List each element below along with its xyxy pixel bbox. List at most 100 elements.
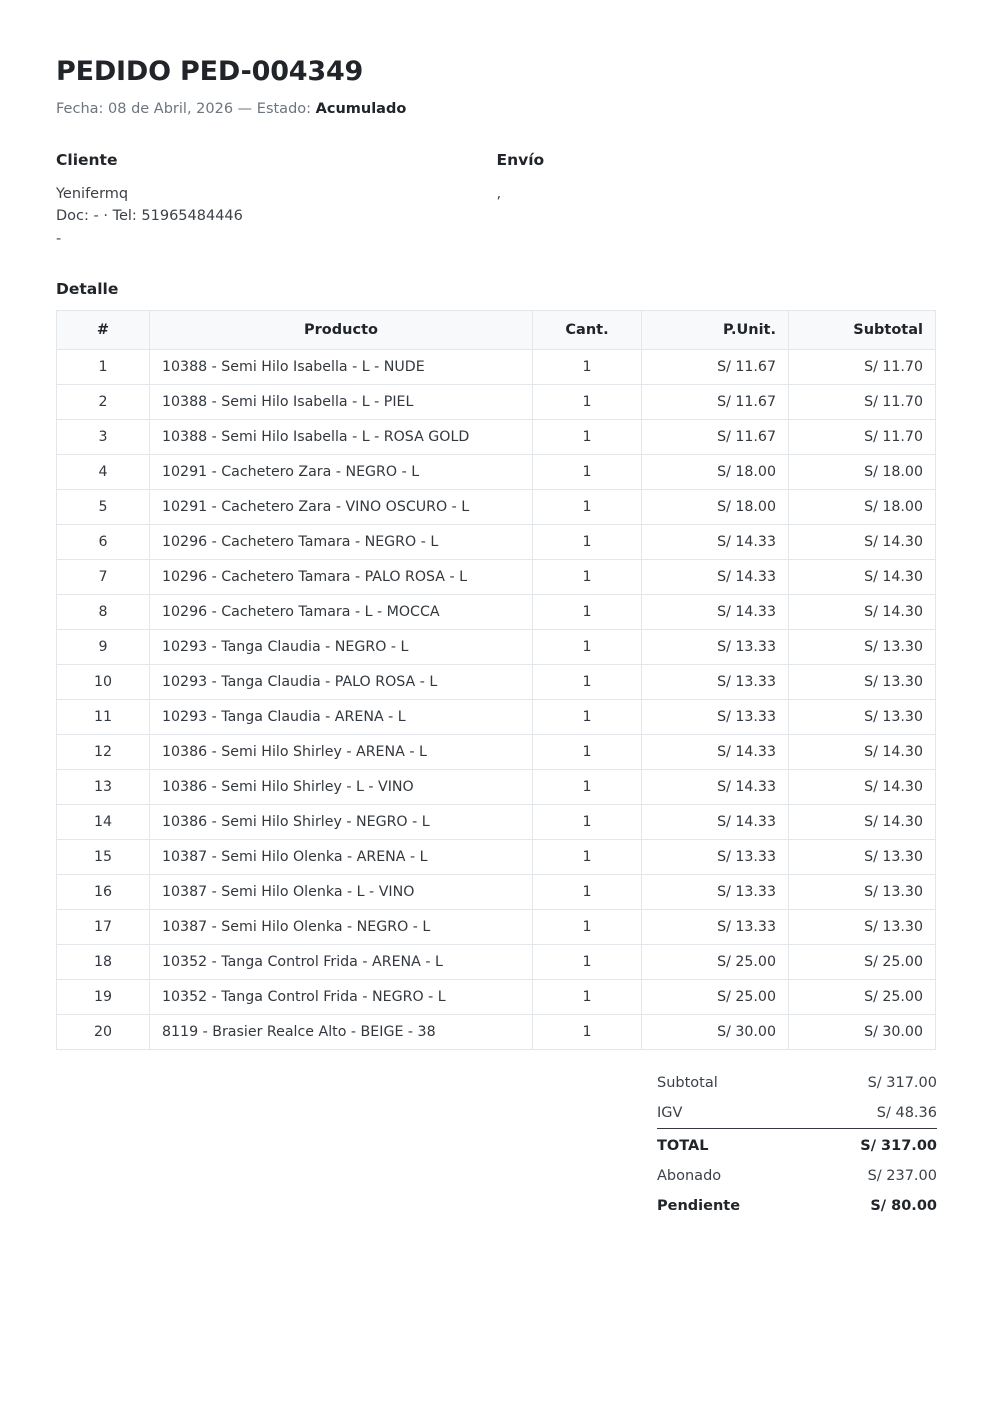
cell-index: 12 <box>56 734 150 771</box>
cell-cantidad: 1 <box>532 909 642 946</box>
cell-producto: 10352 - Tanga Control Frida - NEGRO - L <box>149 979 533 1016</box>
cell-index: 6 <box>56 524 150 561</box>
cell-producto: 10291 - Cachetero Zara - NEGRO - L <box>149 454 533 491</box>
cell-cantidad: 1 <box>532 804 642 841</box>
table-row: 7 10296 - Cachetero Tamara - PALO ROSA - … <box>56 559 936 596</box>
cell-subtotal: S/ 13.30 <box>788 874 936 911</box>
cell-producto: 10293 - Tanga Claudia - PALO ROSA - L <box>149 664 533 701</box>
cell-index: 10 <box>56 664 150 701</box>
table-row: 9 10293 - Tanga Claudia - NEGRO - L 1 S/ 13… <box>56 629 936 666</box>
cell-index: 16 <box>56 874 150 911</box>
cell-subtotal: S/ 25.00 <box>788 944 936 981</box>
table-row: 3 10388 - Semi Hilo Isabella - L - ROSA G… <box>56 419 936 456</box>
cell-subtotal: S/ 14.30 <box>788 524 936 561</box>
totals-row-igv: IGV S/ 48.36 <box>657 1098 937 1129</box>
column-header-cantidad: Cant. <box>532 310 642 351</box>
igv-label: IGV <box>657 1105 683 1122</box>
cell-subtotal: S/ 13.30 <box>788 629 936 666</box>
party-info: Cliente Yenifermq Doc: - · Tel: 51965484… <box>56 151 937 250</box>
cell-cantidad: 1 <box>532 839 642 876</box>
totals-row-subtotal: Subtotal S/ 317.00 <box>657 1068 937 1098</box>
total-label: TOTAL <box>657 1128 824 1162</box>
cell-subtotal: S/ 30.00 <box>788 1014 936 1051</box>
cell-punit: S/ 11.67 <box>641 349 789 386</box>
cell-cantidad: 1 <box>532 979 642 1016</box>
cell-cantidad: 1 <box>532 384 642 421</box>
cell-subtotal: S/ 14.30 <box>788 594 936 631</box>
column-header-punit: P.Unit. <box>641 310 789 351</box>
cliente-heading: Cliente <box>56 151 118 169</box>
pendiente-value: S/ 80.00 <box>870 1198 937 1215</box>
totals-row-total: TOTAL S/ 317.00 <box>657 1128 937 1162</box>
cell-punit: S/ 14.33 <box>641 804 789 841</box>
envio-address: , <box>496 186 502 202</box>
cell-cantidad: 1 <box>532 1014 642 1051</box>
cell-punit: S/ 13.33 <box>641 874 789 911</box>
cell-producto: 10352 - Tanga Control Frida - ARENA - L <box>149 944 533 981</box>
cell-subtotal: S/ 13.30 <box>788 664 936 701</box>
envio-block: Envío , <box>497 151 938 250</box>
table-row: 19 10352 - Tanga Control Frida - NEGRO - … <box>56 979 936 1016</box>
table-row: 6 10296 - Cachetero Tamara - NEGRO - L 1 S/… <box>56 524 936 561</box>
envio-heading: Envío <box>496 151 545 169</box>
table-row: 20 8119 - Brasier Realce Alto - BEIGE - 3… <box>56 1014 936 1051</box>
cell-index: 14 <box>56 804 150 841</box>
cell-producto: 10388 - Semi Hilo Isabella - L - PIEL <box>149 384 533 421</box>
cell-punit: S/ 14.33 <box>641 594 789 631</box>
cliente-name: Yenifermq <box>56 186 129 202</box>
table-row: 4 10291 - Cachetero Zara - NEGRO - L 1 S/ 1… <box>56 454 936 491</box>
cell-subtotal: S/ 14.30 <box>788 769 936 806</box>
cell-producto: 10388 - Semi Hilo Isabella - L - NUDE <box>149 349 533 386</box>
cell-subtotal: S/ 13.30 <box>788 909 936 946</box>
order-document: PEDIDO PED-004349 Fecha: 08 de Abril, 20… <box>56 56 937 1221</box>
cell-index: 20 <box>56 1014 150 1051</box>
abonado-label: Abonado <box>657 1168 722 1185</box>
cell-cantidad: 1 <box>532 419 642 456</box>
cell-punit: S/ 14.33 <box>641 559 789 596</box>
order-meta: Fecha: 08 de Abril, 2026 — Estado: Acumu… <box>56 101 937 117</box>
cell-cantidad: 1 <box>532 699 642 736</box>
cell-subtotal: S/ 14.30 <box>788 734 936 771</box>
cell-punit: S/ 25.00 <box>641 979 789 1016</box>
cell-subtotal: S/ 13.30 <box>788 699 936 736</box>
cell-producto: 10291 - Cachetero Zara - VINO OSCURO - L <box>149 489 533 526</box>
cell-producto: 10293 - Tanga Claudia - NEGRO - L <box>149 629 533 666</box>
table-header-row: # Producto Cant. P.Unit. Subtotal <box>56 310 936 351</box>
table-row: 16 10387 - Semi Hilo Olenka - L - VINO 1 S/… <box>56 874 936 911</box>
cell-punit: S/ 13.33 <box>641 629 789 666</box>
cell-index: 15 <box>56 839 150 876</box>
cell-punit: S/ 13.33 <box>641 839 789 876</box>
subtotal-label: Subtotal <box>657 1075 718 1092</box>
cell-index: 18 <box>56 944 150 981</box>
cell-index: 17 <box>56 909 150 946</box>
cell-index: 7 <box>56 559 150 596</box>
cell-cantidad: 1 <box>532 524 642 561</box>
totals-table: Subtotal S/ 317.00 IGV S/ 48.36 TOTAL S/… <box>657 1068 937 1221</box>
abonado-value: S/ 237.00 <box>867 1168 937 1185</box>
cell-punit: S/ 18.00 <box>641 489 789 526</box>
cell-producto: 10293 - Tanga Claudia - ARENA - L <box>149 699 533 736</box>
cell-subtotal: S/ 11.70 <box>788 419 936 456</box>
table-row: 13 10386 - Semi Hilo Shirley - L - VINO 1 S… <box>56 769 936 806</box>
order-meta-prefix: Fecha: 08 de Abril, 2026 — Estado: <box>56 101 316 117</box>
cell-cantidad: 1 <box>532 944 642 981</box>
table-row: 11 10293 - Tanga Claudia - ARENA - L 1 S/ 1… <box>56 699 936 736</box>
cell-punit: S/ 11.67 <box>641 419 789 456</box>
cell-punit: S/ 11.67 <box>641 384 789 421</box>
subtotal-value: S/ 317.00 <box>867 1075 937 1092</box>
total-value: S/ 317.00 <box>823 1128 937 1162</box>
cell-cantidad: 1 <box>532 874 642 911</box>
cell-producto: 10296 - Cachetero Tamara - L - MOCCA <box>149 594 533 631</box>
cliente-extra: - <box>56 230 62 247</box>
cell-cantidad: 1 <box>532 734 642 771</box>
cell-producto: 10387 - Semi Hilo Olenka - ARENA - L <box>149 839 533 876</box>
cell-cantidad: 1 <box>532 664 642 701</box>
table-row: 2 10388 - Semi Hilo Isabella - L - PIEL 1 S… <box>56 384 936 421</box>
page-title: PEDIDO PED-004349 <box>56 56 364 87</box>
cell-subtotal: S/ 14.30 <box>788 559 936 596</box>
cell-punit: S/ 14.33 <box>641 734 789 771</box>
